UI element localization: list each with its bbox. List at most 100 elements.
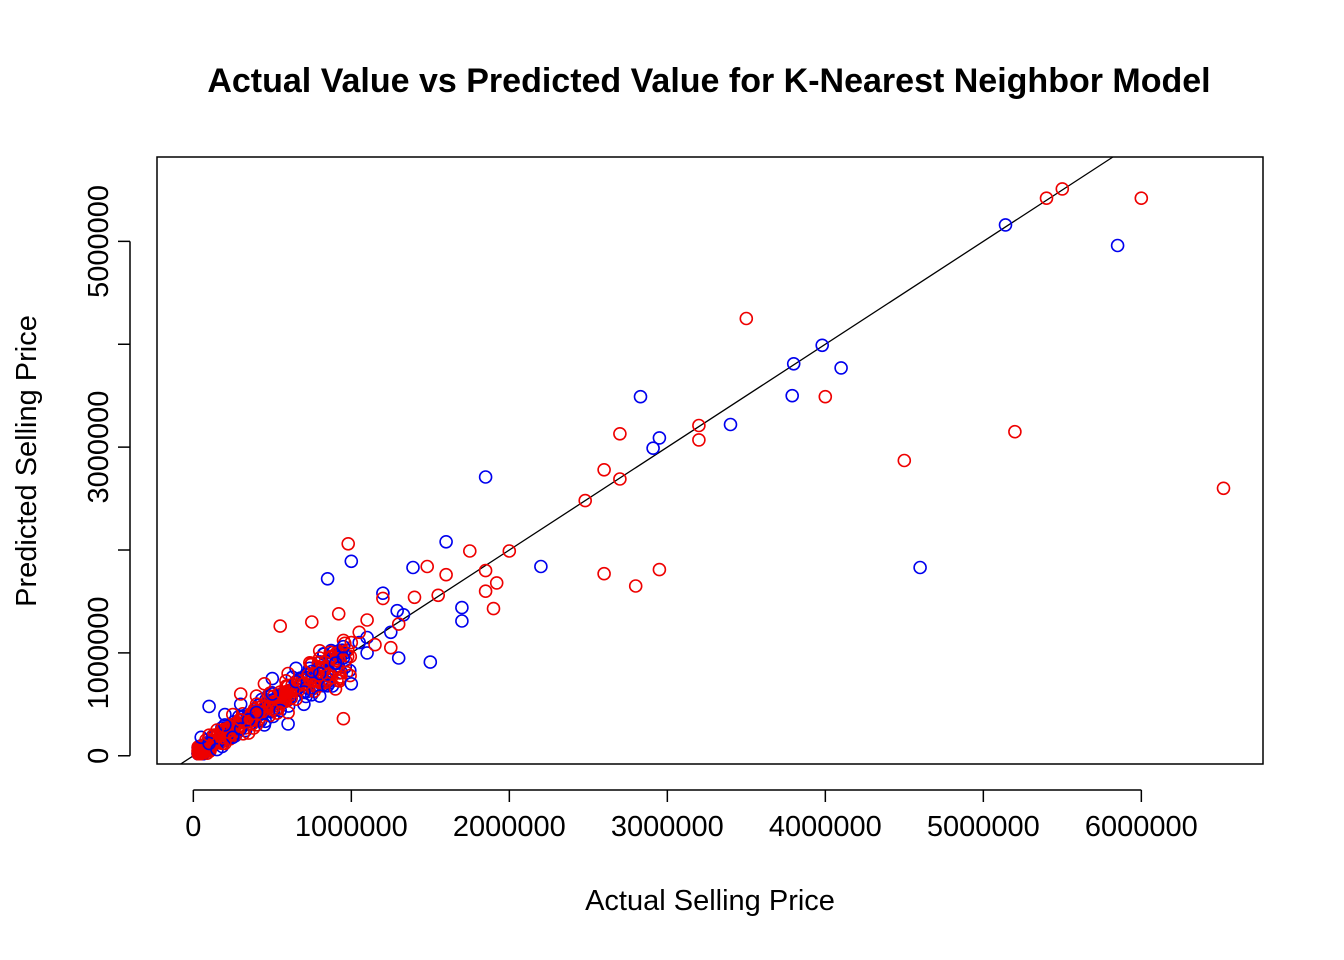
data-point-series-0	[344, 676, 359, 691]
data-point-series-1	[312, 643, 327, 658]
data-point-series-0	[455, 600, 469, 615]
data-point-series-0	[785, 388, 800, 403]
data-point-series-1	[628, 579, 643, 593]
data-point-series-1	[439, 567, 453, 582]
data-point-series-1	[597, 566, 611, 581]
data-point-series-0	[281, 717, 295, 731]
data-point-series-0	[202, 699, 216, 714]
data-point-series-0	[257, 718, 272, 732]
data-point-series-0	[478, 470, 493, 484]
chart-title: Actual Value vs Predicted Value for K-Ne…	[207, 62, 1210, 100]
data-point-series-1	[462, 544, 477, 558]
data-point-series-1	[233, 712, 248, 727]
x-tick-label: 6000000	[1085, 811, 1198, 843]
data-point-series-1	[352, 625, 367, 640]
data-point-series-1	[376, 591, 390, 606]
data-point-series-1	[1134, 191, 1149, 205]
data-point-series-0	[786, 356, 801, 371]
data-point-series-1	[336, 711, 351, 726]
data-point-series-1	[281, 666, 295, 681]
x-tick-label: 4000000	[769, 811, 882, 843]
data-point-series-0	[304, 664, 319, 679]
data-point-series-0	[423, 655, 438, 669]
data-point-series-1	[344, 635, 359, 650]
data-point-series-1	[241, 726, 256, 740]
y-tick-label: 5000000	[83, 185, 115, 298]
data-point-series-1	[739, 311, 754, 326]
data-point-series-0	[652, 431, 667, 445]
data-point-series-1	[323, 645, 338, 660]
data-point-series-0	[312, 689, 327, 703]
y-axis: 0 1000000 3000000 5000000	[83, 185, 131, 764]
data-point-series-1	[420, 559, 435, 574]
data-point-series-0	[312, 666, 327, 681]
data-point-series-1	[478, 584, 493, 599]
data-point-series-1	[249, 689, 264, 703]
data-point-series-1	[304, 656, 319, 671]
data-point-series-1	[360, 613, 374, 627]
data-point-series-1	[331, 606, 346, 621]
data-point-series-0	[1110, 238, 1125, 253]
data-point-series-1	[1055, 182, 1070, 196]
data-point-series-1	[281, 705, 295, 720]
data-point-series-0	[633, 389, 648, 404]
data-point-series-1	[407, 590, 422, 605]
data-point-series-1	[328, 682, 343, 696]
data-point-series-1	[289, 692, 303, 707]
data-point-series-0	[218, 707, 232, 722]
data-point-series-1	[502, 544, 517, 558]
data-point-series-0	[273, 703, 288, 718]
data-point-series-0	[815, 338, 830, 353]
data-points	[191, 182, 1231, 761]
data-point-series-0	[320, 571, 335, 586]
data-point-series-1	[233, 687, 248, 701]
x-tick-label: 5000000	[927, 811, 1040, 843]
data-point-series-0	[320, 678, 335, 693]
data-point-series-1	[249, 718, 264, 732]
data-point-series-1	[212, 736, 227, 750]
data-point-series-0	[352, 635, 367, 650]
data-point-series-0	[439, 534, 453, 549]
x-tick-label: 0	[185, 811, 201, 843]
data-point-series-1	[341, 536, 356, 551]
y-tick-label: 3000000	[83, 391, 115, 504]
x-axis: 0 1000000 2000000 3000000 4000000 5000000 6000…	[185, 789, 1198, 843]
data-point-series-1	[897, 453, 912, 468]
data-point-series-0	[998, 218, 1013, 232]
data-point-series-1	[343, 649, 358, 664]
data-point-series-0	[376, 586, 390, 601]
data-point-series-1	[613, 426, 627, 441]
y-tick-label: 1000000	[83, 596, 115, 709]
data-point-series-0	[233, 697, 248, 712]
data-point-series-1	[1008, 424, 1022, 439]
data-point-series-1	[333, 670, 348, 684]
data-point-series-0	[344, 554, 359, 569]
data-point-series-0	[360, 646, 374, 660]
data-point-series-1	[273, 619, 288, 633]
data-point-series-0	[265, 687, 280, 701]
data-point-series-0	[383, 625, 398, 640]
data-point-series-1	[486, 601, 501, 616]
data-point-series-1	[368, 637, 382, 652]
data-point-series-1	[578, 493, 593, 508]
data-point-series-1	[265, 702, 280, 717]
data-point-series-0	[913, 560, 927, 575]
data-point-series-1	[1216, 481, 1231, 496]
data-point-series-1	[478, 563, 493, 578]
data-point-series-1	[383, 640, 398, 655]
x-axis-label: Actual Selling Price	[585, 885, 835, 917]
data-point-series-1	[340, 643, 355, 657]
data-point-series-0	[202, 736, 216, 751]
data-point-series-1	[489, 576, 504, 590]
x-tick-label: 3000000	[611, 811, 724, 843]
data-point-series-1	[297, 676, 311, 691]
x-tick-label: 1000000	[295, 811, 408, 843]
data-point-series-1	[257, 676, 272, 691]
y-tick-label: 0	[83, 748, 115, 764]
data-point-series-1	[818, 389, 833, 404]
data-point-series-0	[723, 417, 738, 432]
data-point-series-1	[692, 418, 706, 433]
data-point-series-1	[431, 588, 446, 603]
data-point-series-0	[834, 361, 848, 375]
